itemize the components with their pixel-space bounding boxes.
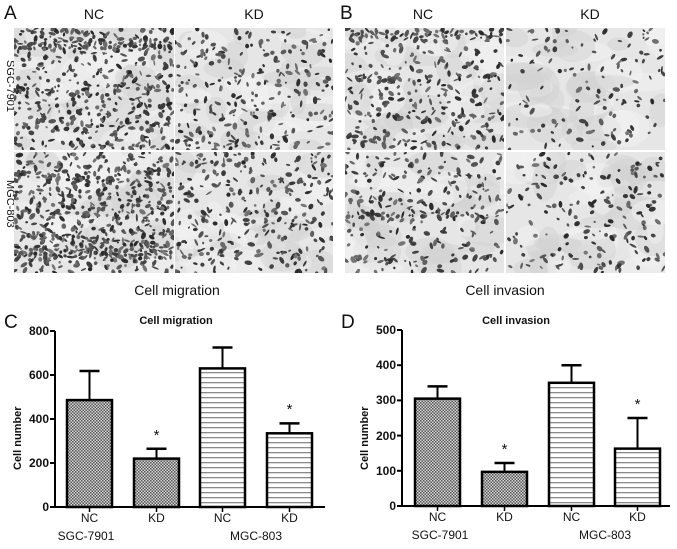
micrograph-b-sgc7901-kd — [506, 28, 665, 150]
panel-b-column-nc: NC — [412, 6, 434, 22]
micrograph-a-sgc7901-kd — [175, 28, 333, 150]
chart-c-title: Cell migration — [139, 315, 213, 327]
panel-b-column-kd: KD — [580, 6, 600, 22]
panel-letter-c: C — [4, 312, 18, 333]
panel-b-caption: Cell invasion — [465, 282, 545, 298]
y-tick-label: 500 — [375, 323, 396, 337]
y-tick-label: 800 — [28, 324, 49, 338]
group-label: SGC-7901 — [411, 528, 469, 542]
y-tick-label: 300 — [375, 393, 396, 408]
micrograph-b-mgc803-nc — [345, 152, 504, 273]
bar-nc — [413, 397, 462, 508]
group-label: SGC-7901 — [57, 529, 115, 543]
x-tick-label: KD — [148, 511, 165, 525]
bar-nc — [198, 367, 247, 509]
significance-asterisk: * — [634, 396, 641, 413]
x-tick-label: KD — [496, 510, 513, 524]
micrograph-a-mgc803-kd — [175, 152, 333, 273]
panel-a-column-kd: KD — [244, 6, 264, 22]
panel-a-caption: Cell migration — [134, 282, 220, 298]
panel-letter-b: B — [340, 3, 353, 24]
x-tick-label: NC — [80, 511, 99, 525]
y-tick-label: 200 — [375, 428, 396, 443]
panel-a-column-nc: NC — [83, 6, 105, 22]
x-tick-label: NC — [562, 510, 581, 524]
y-tick-label: 0 — [42, 500, 49, 514]
y-tick-label: 600 — [28, 368, 49, 382]
y-tick-label: 200 — [28, 456, 49, 470]
x-tick-label: KD — [629, 510, 646, 524]
y-tick-label: 400 — [28, 412, 49, 426]
x-tick-label: NC — [428, 510, 447, 524]
significance-asterisk: * — [501, 441, 508, 459]
micrograph-a-mgc803-nc — [14, 152, 174, 273]
panel-letter-a: A — [4, 3, 17, 24]
y-tick-label: 400 — [375, 358, 396, 373]
micrograph-b-sgc7901-nc — [345, 28, 504, 150]
micrograph-a-sgc7901-nc — [14, 28, 174, 150]
micrograph-b-mgc803-kd — [506, 152, 665, 273]
significance-asterisk: * — [153, 426, 160, 444]
bar-kd — [480, 470, 529, 508]
group-label: MGC-803 — [229, 529, 283, 543]
significance-asterisk: * — [286, 401, 293, 419]
bar-nc — [547, 381, 596, 508]
bar-kd — [265, 432, 314, 509]
panel-letter-d: D — [341, 312, 355, 333]
chart-d-title: Cell invasion — [482, 315, 550, 327]
x-tick-label: KD — [281, 511, 298, 525]
bar-kd — [132, 457, 181, 509]
group-label: MGC-803 — [578, 528, 632, 542]
x-tick-label: NC — [213, 511, 232, 525]
y-tick-label: 100 — [375, 463, 396, 478]
y-tick-label: 0 — [389, 499, 396, 513]
bar-kd — [613, 447, 662, 508]
